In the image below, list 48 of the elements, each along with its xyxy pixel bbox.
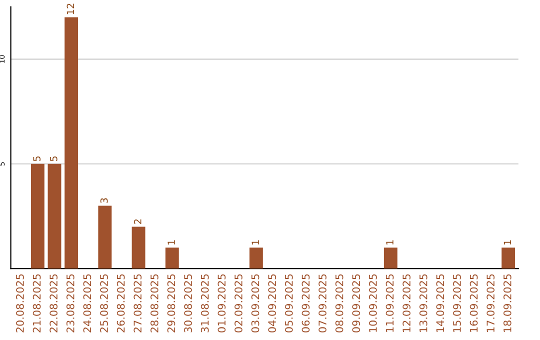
x-tick-label: 22.08.2025	[50, 274, 58, 332]
bar	[249, 248, 263, 269]
x-tick-label: 04.09.2025	[268, 274, 276, 332]
data-label: 1	[168, 240, 175, 244]
x-tick-label: 16.09.2025	[470, 274, 478, 332]
data-label: 3	[100, 198, 108, 203]
x-tick-label: 28.08.2025	[150, 274, 158, 332]
data-label: 5	[50, 156, 58, 162]
data-label: 1	[386, 240, 394, 244]
x-tick-label: 03.09.2025	[251, 274, 260, 332]
x-tick-label: 12.09.2025	[402, 274, 410, 332]
x-tick-label: 11.09.2025	[386, 274, 394, 332]
bar	[48, 164, 62, 269]
x-tick-label: 06.09.2025	[302, 274, 310, 332]
data-label: 12	[66, 4, 74, 14]
x-tick-label: 23.08.2025	[66, 274, 74, 332]
bar	[384, 248, 398, 269]
bar	[132, 226, 146, 269]
x-tick-label: 31.08.2025	[200, 274, 209, 332]
x-tick-label: 17.09.2025	[486, 274, 495, 332]
bar	[30, 164, 44, 269]
x-tick-label: 25.08.2025	[100, 274, 108, 332]
data-label: 5	[33, 156, 41, 162]
bar	[98, 206, 112, 269]
x-tick-label: 30.08.2025	[184, 274, 192, 332]
x-tick-label: 27.08.2025	[134, 274, 142, 332]
x-tick-label: 10.09.2025	[368, 274, 377, 332]
data-label: 1	[252, 240, 259, 244]
data-label: 1	[504, 240, 511, 244]
x-tick-label: 08.09.2025	[335, 274, 344, 332]
x-tick-label: 01.09.2025	[218, 274, 226, 332]
x-tick-label: 15.09.2025	[453, 274, 461, 332]
x-tick-label: 29.08.2025	[167, 274, 176, 332]
x-tick-label: 09.09.2025	[352, 274, 360, 332]
x-tick-label: 20.08.2025	[16, 274, 24, 332]
x-tick-label: 05.09.2025	[284, 274, 293, 332]
bar	[165, 248, 179, 269]
bar	[502, 248, 516, 269]
x-tick-label: 24.08.2025	[83, 274, 92, 332]
data-label: 2	[134, 219, 142, 224]
bar	[64, 17, 78, 269]
x-tick-label: 21.08.2025	[32, 274, 41, 332]
x-tick-label: 26.08.2025	[116, 274, 125, 332]
x-tick-label: 18.09.2025	[503, 274, 512, 332]
x-tick-label: 07.09.2025	[318, 274, 326, 332]
x-tick-label: 13.09.2025	[419, 274, 428, 332]
x-tick-label: 02.09.2025	[234, 274, 242, 332]
x-tick-label: 14.09.2025	[436, 274, 444, 332]
